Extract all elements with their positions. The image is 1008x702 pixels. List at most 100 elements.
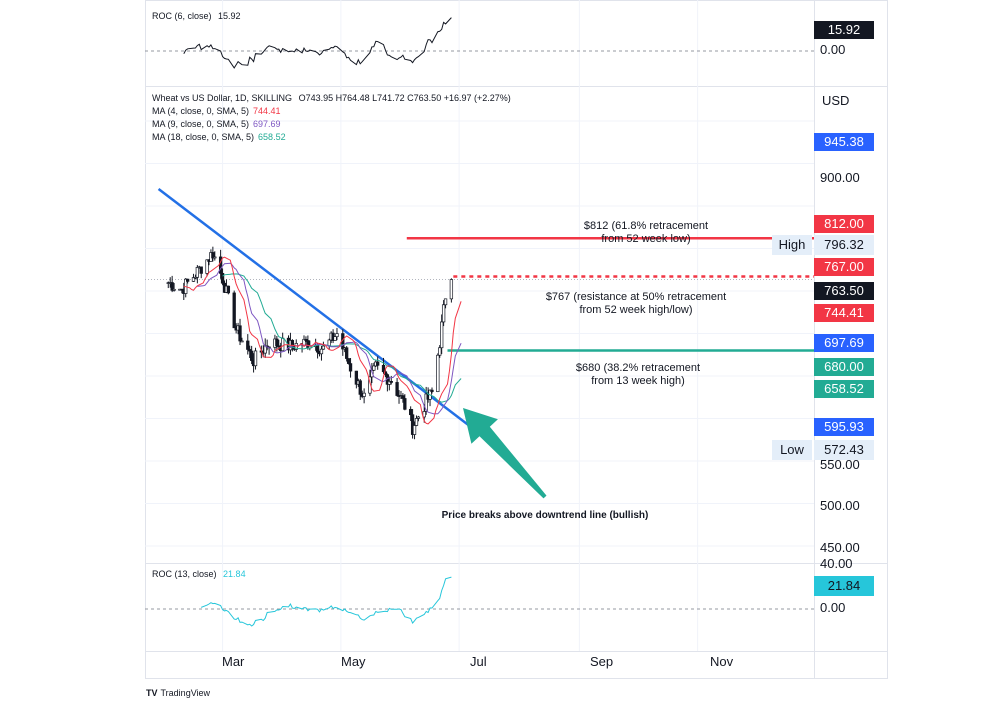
low-value: 572.43 [814,440,874,460]
symbol-legend: Wheat vs US Dollar, 1D, SKILLING O743.95… [152,93,511,103]
candle-body [424,393,428,412]
ma9-legend: MA (9, close, 0, SMA, 5) 697.69 [152,119,281,129]
candle-body [354,370,359,385]
candle-body [372,365,376,371]
x-label-sep: Sep [590,654,614,669]
candle-body [193,276,198,279]
symbol-title: Wheat vs US Dollar, 1D, SKILLING [152,93,293,103]
chart-frame [145,0,888,679]
candle-body [333,336,337,341]
candle-body [416,416,421,419]
candle-body [395,382,399,396]
candle-body [441,304,446,323]
candle-body [376,361,380,366]
tradingview-logo-text: TradingView [160,688,211,698]
candle-body [436,354,440,393]
x-label-nov: Nov [710,654,734,669]
candle-body [443,298,448,306]
candle-body [409,408,413,416]
tradingview-logo[interactable]: TV TradingView [146,688,210,698]
candle-body [430,389,434,393]
price-tag-945: 945.38 [814,133,874,151]
price-tag-767: 767.00 [814,258,874,276]
candle-body [211,252,215,259]
roc6-legend: ROC (6, close) 15.92 [152,11,241,21]
ma4-label: MA (4, close, 0, SMA, 5) [152,106,250,116]
candle-body [410,414,415,435]
candle-body [422,411,426,418]
roc6-series-line [183,17,452,69]
roc13-label: ROC (13, close) [152,569,217,579]
candle-body [186,278,190,282]
candle-body [250,350,254,361]
ma18-legend: MA (18, close, 0, SMA, 5) 658.52 [152,132,286,142]
candle-body [346,358,351,364]
candle-body [199,266,203,274]
downtrend-line [157,188,478,433]
roc13-series-line [201,576,452,627]
annotation-812-line1: $812 (61.8% retracement [583,220,709,232]
roc13-zero-label: 0.00 [820,600,846,615]
ma18-value: 658.52 [258,132,286,142]
annotation-680-line1: $680 (38.2% retracement [575,362,701,374]
ma18-label: MA (18, close, 0, SMA, 5) [152,132,255,142]
candle-body [414,418,419,426]
candle-body [348,363,353,372]
candle-body [253,350,258,367]
candle-body [440,321,444,349]
price-tag-last: 763.50 [814,282,874,300]
annotation-812-line2: from 52 week low) [601,233,691,245]
candle-body [321,345,326,350]
candle-body [195,266,200,278]
candle-body [449,279,454,300]
roc6-value-tag: 15.92 [814,21,874,39]
ma9-value: 697.69 [253,119,281,129]
axis-label-900: 900.00 [820,170,860,185]
candle-body [170,282,174,291]
candle-body [248,349,252,352]
x-label-mar: Mar [222,654,245,669]
candle-body [345,347,349,359]
roc13-value-tag: 21.84 [814,576,874,596]
axis-label-550: 550.00 [820,457,860,472]
candle-body [232,292,236,329]
candle-body [412,425,417,435]
breakout-annotation: Price breaks above downtrend line (bulli… [441,510,649,521]
candle-body [362,392,366,397]
annotation-767: $767 (resistance at 50% retracement from… [520,291,752,317]
roc13-top-label: 40.00 [820,556,853,571]
x-label-may: May [341,654,366,669]
roc13-legend: ROC (13, close) 21.84 [152,569,246,579]
retracement-levels [145,237,814,352]
roc6-value: 15.92 [218,11,241,21]
ma4-value: 744.41 [253,106,281,116]
candle-body [238,325,242,342]
candle-body [358,380,362,395]
high-label: High [772,235,812,255]
candle-body [389,381,393,383]
candle-body [381,364,386,373]
price-tag-658: 658.52 [814,380,874,398]
annotation-680: $680 (38.2% retracement from 13 week hig… [548,362,728,388]
axis-label-500: 500.00 [820,498,860,513]
candle-body [172,288,176,291]
ma4-legend: MA (4, close, 0, SMA, 5) 744.41 [152,106,281,116]
annotation-812: $812 (61.8% retracement from 52 week low… [536,220,756,246]
candle-body [403,398,407,410]
candle-body [315,345,320,353]
roc6-label: ROC (6, close) [152,11,212,21]
candle-body [275,338,279,347]
currency-label: USD [822,93,850,108]
ma9-line [197,262,462,415]
candle-body [246,340,250,350]
ma9-label: MA (9, close, 0, SMA, 5) [152,119,250,129]
price-tag-595: 595.93 [814,418,874,436]
roc13-value: 21.84 [223,569,246,579]
low-label: Low [772,440,812,460]
candle-body [226,285,231,294]
candle-body [335,333,339,337]
candle-body [281,337,285,352]
ma4-line [183,256,462,425]
candle-body [438,347,442,356]
